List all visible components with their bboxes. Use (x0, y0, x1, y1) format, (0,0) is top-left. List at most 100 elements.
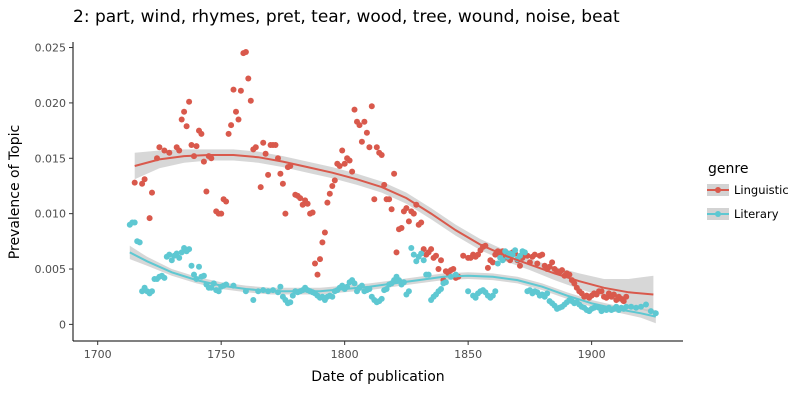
trend-line-literary (129, 251, 657, 318)
data-point (489, 292, 496, 299)
legend-key-point (715, 211, 721, 217)
data-point (465, 288, 472, 295)
data-point (275, 289, 281, 296)
data-point (324, 199, 331, 206)
data-point (420, 257, 427, 264)
data-point (146, 215, 153, 222)
data-point (442, 279, 449, 286)
data-point (517, 262, 523, 269)
plot-area (126, 49, 659, 324)
data-point (386, 196, 393, 203)
data-point (319, 239, 326, 246)
data-point (166, 251, 173, 258)
chart-title: 2: part, wind, rhymes, pret, tear, wood,… (73, 7, 620, 27)
data-point (405, 218, 412, 225)
data-point (250, 297, 257, 303)
data-point (647, 308, 654, 315)
trend-line-linguistic (134, 154, 654, 296)
data-point (183, 123, 190, 130)
data-point (173, 250, 180, 257)
data-point (289, 292, 296, 299)
data-point (247, 97, 254, 104)
data-point (149, 288, 155, 295)
data-point (534, 260, 541, 267)
data-point (346, 157, 353, 164)
y-axis-title: Prevalence of Topic (7, 125, 23, 259)
data-point (176, 147, 183, 154)
legend-label: Linguistic (734, 183, 789, 197)
data-point (598, 288, 605, 295)
data-point (312, 260, 318, 267)
data-point (410, 210, 417, 217)
data-point (215, 288, 222, 295)
data-point (418, 250, 425, 257)
data-point (131, 179, 138, 186)
data-point (331, 177, 338, 184)
data-point (139, 180, 146, 187)
data-point (603, 294, 610, 301)
data-point (181, 108, 188, 115)
data-point (620, 298, 627, 305)
data-point (166, 149, 173, 156)
data-point (366, 144, 373, 151)
data-point (208, 155, 215, 162)
data-point (260, 139, 267, 146)
y-tick-label: 0.025 (35, 42, 67, 55)
x-tick-label: 1700 (84, 348, 112, 361)
data-point (245, 75, 252, 82)
data-point (499, 257, 506, 264)
data-point (299, 201, 306, 208)
data-point (509, 251, 516, 258)
x-tick-label: 1850 (454, 348, 482, 361)
data-point (472, 294, 479, 301)
data-point (317, 256, 323, 263)
data-point (136, 239, 143, 246)
data-point (378, 295, 385, 302)
data-point (571, 280, 578, 287)
legend-label: Literary (734, 207, 779, 221)
data-point (521, 249, 528, 256)
data-point (371, 196, 378, 203)
data-point (438, 286, 444, 292)
data-point (381, 181, 388, 188)
data-point (186, 98, 193, 105)
data-point (638, 303, 644, 310)
data-point (198, 130, 205, 137)
data-point (492, 288, 499, 295)
data-point (475, 251, 481, 258)
data-point (623, 293, 630, 300)
legend-key-point (715, 187, 721, 193)
data-point (388, 206, 395, 213)
data-point (178, 116, 185, 123)
data-point (191, 271, 197, 278)
data-point (539, 251, 546, 258)
data-point (633, 304, 640, 311)
data-point (228, 122, 235, 129)
data-point (391, 170, 398, 177)
data-point (408, 245, 415, 251)
data-point (242, 49, 249, 55)
data-point (200, 158, 207, 165)
data-point (287, 299, 294, 306)
data-point (484, 264, 491, 271)
data-point (428, 246, 435, 253)
data-point (494, 260, 501, 267)
y-tick-label: 0 (59, 318, 66, 331)
data-point (297, 195, 304, 202)
data-point (196, 263, 202, 270)
data-point (277, 170, 284, 177)
data-point (405, 288, 412, 295)
y-tick-label: 0.010 (35, 208, 67, 221)
data-point (339, 147, 346, 154)
data-point (237, 87, 244, 94)
data-point (200, 272, 207, 279)
data-point (549, 259, 556, 266)
data-point (643, 301, 649, 308)
data-point (418, 219, 425, 226)
x-tick-label: 1800 (331, 348, 359, 361)
y-axis-ticks: 0 0.005 0.010 0.015 0.020 0.025 (35, 42, 73, 331)
data-point (358, 138, 365, 145)
data-point (203, 188, 210, 195)
data-point (265, 171, 272, 178)
